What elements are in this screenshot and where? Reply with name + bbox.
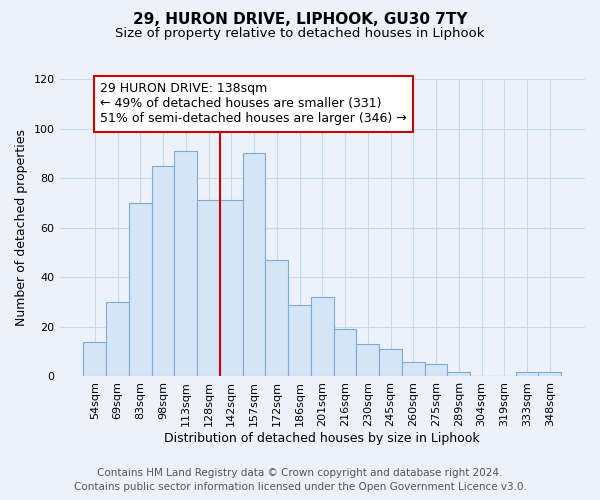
Text: Contains HM Land Registry data © Crown copyright and database right 2024.
Contai: Contains HM Land Registry data © Crown c… bbox=[74, 468, 526, 492]
Text: 29 HURON DRIVE: 138sqm
← 49% of detached houses are smaller (331)
51% of semi-de: 29 HURON DRIVE: 138sqm ← 49% of detached… bbox=[100, 82, 407, 126]
Text: Size of property relative to detached houses in Liphook: Size of property relative to detached ho… bbox=[115, 28, 485, 40]
Bar bbox=[515, 372, 538, 376]
Bar bbox=[197, 200, 220, 376]
Bar bbox=[334, 330, 356, 376]
Bar bbox=[402, 362, 425, 376]
Bar bbox=[129, 203, 152, 376]
Bar bbox=[242, 154, 265, 376]
Bar bbox=[379, 349, 402, 376]
Bar bbox=[448, 372, 470, 376]
Bar bbox=[152, 166, 175, 376]
Bar bbox=[538, 372, 561, 376]
Bar bbox=[220, 200, 242, 376]
Bar bbox=[83, 342, 106, 376]
Bar bbox=[356, 344, 379, 376]
Text: 29, HURON DRIVE, LIPHOOK, GU30 7TY: 29, HURON DRIVE, LIPHOOK, GU30 7TY bbox=[133, 12, 467, 28]
Bar bbox=[288, 304, 311, 376]
X-axis label: Distribution of detached houses by size in Liphook: Distribution of detached houses by size … bbox=[164, 432, 480, 445]
Bar bbox=[425, 364, 448, 376]
Bar bbox=[265, 260, 288, 376]
Bar bbox=[311, 297, 334, 376]
Y-axis label: Number of detached properties: Number of detached properties bbox=[15, 129, 28, 326]
Bar bbox=[106, 302, 129, 376]
Bar bbox=[175, 151, 197, 376]
